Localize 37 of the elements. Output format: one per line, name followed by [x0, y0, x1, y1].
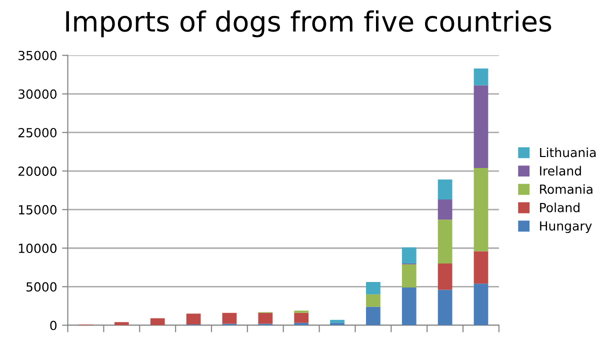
legend-label: Lithuania: [540, 148, 596, 158]
bar: [366, 306, 380, 326]
bar: [186, 314, 201, 324]
bar: [438, 220, 452, 264]
chart-title: Imports of dogs from five countries: [66, 10, 552, 38]
bar: [474, 168, 488, 252]
bar: [402, 247, 416, 264]
bar: [474, 85, 488, 168]
bar: [438, 264, 452, 290]
y-tick-label: 30000: [18, 89, 57, 99]
bar: [366, 294, 380, 307]
legend-label: Hungary: [540, 221, 592, 234]
bar: [294, 312, 309, 323]
bar: [438, 180, 452, 200]
y-tick-label: 10000: [18, 244, 57, 254]
legend-label: Romania: [540, 184, 592, 194]
y-tick-label: 25000: [18, 128, 57, 138]
y-tick-label: 5000: [26, 282, 57, 292]
legend-label: Poland: [540, 202, 580, 212]
bar: [474, 68, 488, 86]
bar: [366, 282, 380, 294]
y-tick-label: 15000: [18, 205, 57, 215]
bar: [222, 312, 237, 324]
bar: [402, 287, 416, 326]
bar: [474, 251, 488, 284]
bar: [438, 200, 452, 220]
y-tick-label: 0: [50, 320, 57, 330]
y-tick-label: 35000: [18, 50, 57, 60]
bar: [438, 290, 452, 326]
legend-label: Ireland: [540, 166, 581, 176]
bar: [474, 284, 488, 326]
y-tick-label: 20000: [18, 166, 57, 176]
bar: [402, 264, 416, 288]
bar: [114, 322, 129, 326]
bar: [330, 320, 344, 323]
bar: [150, 318, 165, 326]
bar: [258, 312, 273, 324]
